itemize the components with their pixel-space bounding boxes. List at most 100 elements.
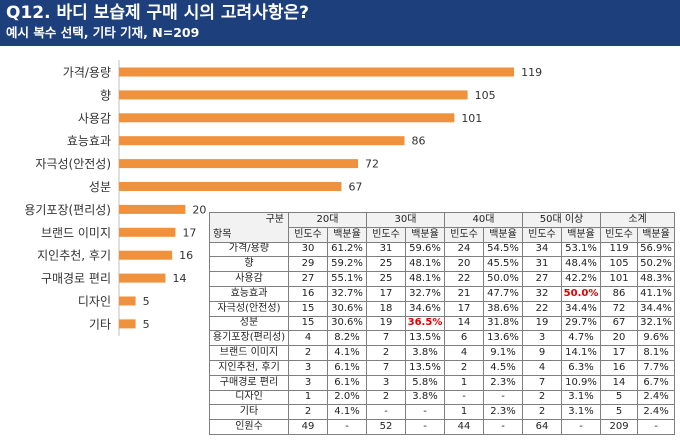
sub-header: 빈도수 [600,226,639,243]
table-cell: 2.0% [327,389,367,406]
table-cell: 41.1% [637,285,676,302]
table-cell: 61.2% [327,241,367,258]
table-cell: 34 [522,241,562,258]
header-banner: Q12. 바디 보습제 구매 시의 고려사항은? 예시 복수 선택, 기타 기재… [0,0,680,46]
table-cell: 32.7% [327,285,367,302]
table-cell: 27 [522,271,562,287]
table-cell: 6.1% [327,374,367,391]
row-label: 지인추천, 후기 [209,359,289,376]
table-cell: 101 [600,271,639,287]
table-cell: - [405,404,445,421]
table-cell: 31.8% [483,315,523,332]
page-title: Q12. 바디 보습제 구매 시의 고려사항은? [6,3,309,23]
bar [119,182,342,191]
table-cell: 9.6% [637,330,676,347]
table-cell: 7 [366,359,406,376]
table-row: 성분 15 30.6% 19 36.5% 14 31.8% 19 29.7% 67 32.1% [209,315,676,332]
table-cell: 29 [288,256,328,273]
table-cell: 48.1% [405,256,445,273]
table-cell: 3 [288,374,328,391]
table-cell: 2.4% [637,389,676,406]
category-label: 구매경로 편리 [41,272,111,286]
table-cell: 17 [444,300,484,317]
table-cell: 4 [444,345,484,361]
bar [119,159,359,169]
page-subtitle: 예시 복수 선택, 기타 기재, N=209 [6,25,200,40]
data-table: 구분 항목 20대 30대 40대 50대 이상 소계 빈도수 백분율 빈도수 백분율 빈도수 백분율 빈… [209,212,676,435]
row-label: 브랜드 이미지 [209,345,289,361]
data-label: 101 [461,112,482,125]
table-cell: 7.7% [637,359,676,376]
table-cell: 29.7% [560,315,602,332]
data-label: 5 [143,318,150,331]
bar [119,319,136,329]
table-cell: 209 [600,419,639,435]
row-label: 용기포장(편리성) [209,330,289,347]
table-cell: 49 [288,419,328,435]
table-cell: 55.1% [327,271,367,287]
sub-header: 백분율 [560,226,602,243]
corner-top-label: 구분 [265,214,284,225]
sub-header: 빈도수 [366,226,406,243]
data-label: 16 [179,249,193,262]
table-cell: 4.1% [327,345,367,361]
table-cell: 17 [366,285,406,302]
table-cell: 2.3% [483,374,523,391]
table-cell: - [483,389,523,406]
category-label: 기타 [89,317,111,331]
table-cell: 105 [600,256,639,273]
table-cell: 2 [522,389,562,406]
table-row: 기타 2 4.1% - -1 2.3% 2 3.1% 5 2.4% [209,404,676,421]
table-cell: 22 [522,300,562,317]
table-cell: 3 [288,359,328,376]
table-cell: 21 [444,285,484,302]
group-header: 40대 [444,212,523,228]
table-cell: 13.6% [483,330,523,347]
table-cell: 31 [522,256,562,273]
table-cell: - [560,419,602,435]
table-cell: 2.3% [483,404,523,421]
table-cell: 119 [600,241,639,258]
table-row: 브랜드 이미지 2 4.1% 2 3.8% 4 9.1% 9 14.1% 17 8.1% [209,345,676,361]
table-row: 가격/용량 30 61.2% 31 59.6% 24 54.5% 34 53.1% 119 56.9… [209,241,676,258]
table-cell: 32 [522,285,562,302]
table-cell: 19 [522,315,562,332]
table-cell: 30 [288,241,328,258]
sub-header: 백분율 [405,226,445,243]
data-label: 72 [365,158,379,171]
table-cell: 59.6% [405,241,445,258]
sub-header: 빈도수 [444,226,484,243]
table-cell: - [366,404,406,421]
table-row: 효능효과 16 32.7% 17 32.7% 21 47.7% 32 50.0% 86 41.1% [209,285,676,302]
row-label: 가격/용량 [209,241,289,258]
table-cell: 34.4% [560,300,602,317]
table-cell: 4.7% [560,330,602,347]
sub-header: 빈도수 [288,226,328,243]
data-label: 119 [521,66,542,79]
table-cell: 20 [444,256,484,273]
table-cell: 25 [366,256,406,273]
table-cell: - [327,419,367,435]
table-cell: 7 [366,330,406,347]
table-cell: 36.5% [405,315,445,332]
table-cell: 5 [600,404,639,421]
category-label: 향 [100,88,111,102]
table-cell: 44 [444,419,484,435]
table-cell: 2 [522,404,562,421]
table-cell: 64 [522,419,562,435]
table-cell: 4.1% [327,404,367,421]
category-label: 브랜드 이미지 [41,226,111,240]
table-cell: 14 [600,374,639,391]
table-cell: 4 [522,359,562,376]
row-label: 디자인 [209,389,289,406]
group-header: 50대 이상 [521,212,602,228]
row-label: 향 [209,256,289,273]
table-cell: 6 [444,330,484,347]
table-cell: - [637,419,676,435]
table-cell: 9.1% [483,345,523,361]
table-cell: 3 [522,330,562,347]
sub-header: 백분율 [637,226,676,243]
bar [119,67,515,77]
table-cell: 22 [444,271,484,287]
table-row: 인원수 49-52-44-64-209- [209,419,676,435]
